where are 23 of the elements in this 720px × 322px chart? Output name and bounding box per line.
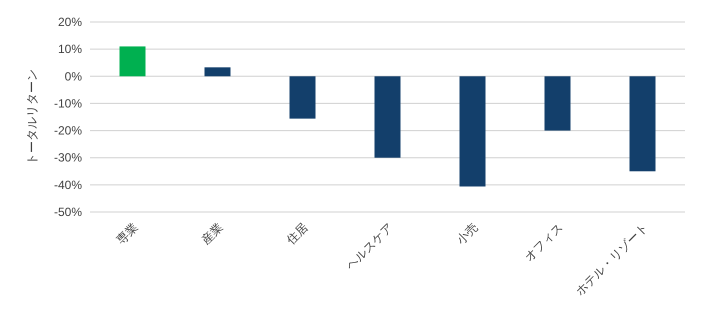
x-tick-label: ホテル・リゾート <box>572 220 651 298</box>
y-tick-label: -20% <box>54 124 82 138</box>
y-tick-label: 10% <box>58 42 82 56</box>
y-axis-title: トータルリターン <box>25 69 39 165</box>
bar <box>204 67 230 76</box>
y-tick-label: -40% <box>54 178 82 192</box>
y-tick-label: -30% <box>54 150 82 165</box>
bar <box>374 76 400 158</box>
y-tick-label: 0% <box>64 69 82 84</box>
x-tick-label: オフィス <box>522 220 566 264</box>
bar <box>120 46 146 76</box>
x-tick-label: 専業 <box>114 220 141 248</box>
x-tick-label: 住居 <box>283 220 311 248</box>
y-tick-label: -10% <box>54 96 82 110</box>
bar <box>460 76 486 186</box>
bar <box>630 76 656 172</box>
x-tick-label: ヘルスケア <box>343 220 396 273</box>
bar <box>544 76 570 131</box>
x-tick-label: 小売 <box>454 220 481 248</box>
y-tick-label: 20% <box>58 15 82 29</box>
bar <box>290 76 316 119</box>
x-tick-label: 産業 <box>198 220 226 248</box>
y-tick-label: -50% <box>54 205 82 219</box>
